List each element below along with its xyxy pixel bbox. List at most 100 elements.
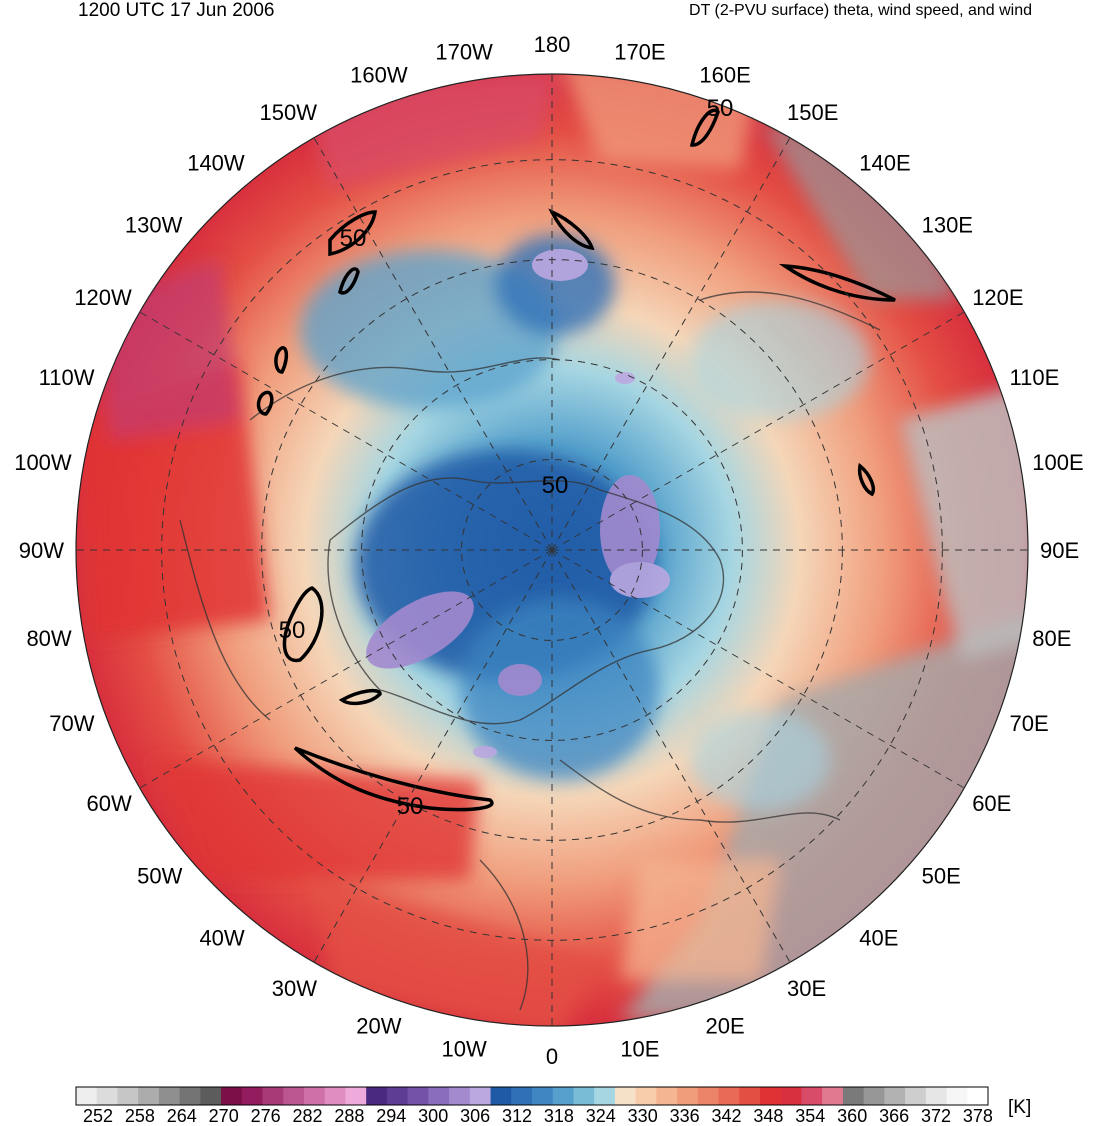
- colorbar-tick-label: 336: [670, 1106, 700, 1126]
- latitude-circle: [361, 359, 743, 741]
- longitude-label: 180: [534, 32, 571, 57]
- colorbar-swatch: [386, 1087, 409, 1105]
- longitude-label: 60E: [972, 791, 1011, 816]
- colorbar-tick-label: 282: [292, 1106, 322, 1126]
- colorbar-swatch: [884, 1087, 906, 1105]
- longitude-label: 80W: [26, 626, 71, 651]
- longitude-label: 120W: [74, 285, 132, 310]
- colorbar-swatch: [449, 1087, 471, 1105]
- contour-label: 50: [542, 472, 569, 499]
- longitude-label: 90W: [19, 538, 64, 563]
- colorbar-tick-label: 288: [334, 1106, 364, 1126]
- colorbar-swatch: [801, 1087, 823, 1105]
- latitude-circle: [461, 459, 643, 641]
- longitude-label: 10W: [441, 1036, 486, 1061]
- meridian-line: [551, 549, 791, 963]
- contour-labels: 50 50 50 50 50: [279, 95, 734, 820]
- meridian-line: [313, 549, 553, 963]
- longitude-label: 130E: [922, 213, 973, 238]
- colorbar-tick-label: 348: [753, 1106, 783, 1126]
- colorbar-swatch: [241, 1087, 263, 1105]
- colorbar-swatch: [532, 1087, 554, 1105]
- colorbar-swatch: [739, 1087, 761, 1105]
- colorbar-swatch: [573, 1087, 595, 1105]
- longitude-labels: 180 170E 160E 150E 140E 130E 120E 110E 100E 90E 80…: [14, 32, 1083, 1069]
- colorbar-tick-label: 354: [795, 1106, 825, 1126]
- colorbar-tick-label: 360: [837, 1106, 867, 1126]
- colorbar-swatch: [345, 1087, 367, 1105]
- longitude-label: 120E: [972, 285, 1023, 310]
- longitude-label: 150E: [787, 100, 838, 125]
- longitude-label: 90E: [1040, 538, 1079, 563]
- longitude-label: 160W: [350, 63, 408, 88]
- longitude-label: 110W: [39, 365, 95, 390]
- theta-colorbar: [75, 1086, 989, 1106]
- longitude-label: 30W: [272, 976, 317, 1001]
- longitude-label: 60W: [87, 791, 132, 816]
- colorbar-swatch: [511, 1087, 533, 1105]
- colorbar-tick-label: 330: [628, 1106, 658, 1126]
- colorbar-swatch: [842, 1087, 865, 1105]
- contour-label: 50: [279, 617, 306, 644]
- graticule: [76, 74, 1028, 1026]
- longitude-label: 170W: [435, 40, 493, 65]
- colorbar-swatch: [469, 1087, 491, 1105]
- longitude-label: 20W: [356, 1014, 401, 1039]
- colorbar-tick-label: 270: [209, 1106, 239, 1126]
- meridian-line: [551, 311, 965, 551]
- longitude-label: 80E: [1032, 626, 1071, 651]
- colorbar-swatch: [283, 1087, 305, 1105]
- colorbar-swatch: [366, 1087, 388, 1105]
- colorbar-swatch: [594, 1087, 616, 1105]
- colorbar-tick-label: 252: [83, 1106, 113, 1126]
- colorbar-frame: [75, 1086, 989, 1106]
- colorbar-tick-label: 306: [460, 1106, 490, 1126]
- colorbar-swatch: [614, 1087, 637, 1105]
- colorbar-swatch: [179, 1087, 201, 1105]
- colorbar-swatch: [925, 1087, 947, 1105]
- colorbar-swatch: [304, 1087, 326, 1105]
- longitude-label: 110E: [1010, 365, 1060, 390]
- longitude-label: 150W: [260, 100, 318, 125]
- colorbar-tick-label: 342: [711, 1106, 741, 1126]
- meridian-line: [139, 549, 553, 789]
- longitude-label: 20E: [706, 1014, 745, 1039]
- colorbar-swatch: [967, 1087, 989, 1105]
- longitude-label: 170E: [614, 40, 665, 65]
- map-boundary: [75, 73, 1029, 1027]
- meridian-line: [551, 549, 965, 789]
- theta-field: [76, 74, 1028, 1026]
- contour-label: 50: [397, 793, 424, 820]
- longitude-label: 100W: [14, 450, 72, 475]
- longitude-label: 160E: [699, 63, 750, 88]
- longitude-label: 70W: [49, 711, 94, 736]
- colorbar-swatch: [905, 1087, 927, 1105]
- colorbar-tick-label: 324: [586, 1106, 616, 1126]
- longitude-label: 140E: [859, 150, 910, 175]
- colorbar-swatch: [324, 1087, 346, 1105]
- longitude-label: 40W: [199, 926, 244, 951]
- longitude-label: 10E: [620, 1036, 659, 1061]
- colorbar-tick-label: 318: [544, 1106, 574, 1126]
- colorbar-swatch: [76, 1087, 98, 1105]
- longitude-label: 130W: [125, 213, 183, 238]
- colorbar-swatch: [221, 1087, 243, 1105]
- contour-label: 50: [707, 95, 734, 122]
- colorbar-swatch: [718, 1087, 740, 1105]
- colorbar-swatch: [200, 1087, 222, 1105]
- colorbar-tick-labels: 252 258 264 270 276 282 288 294 300 306 312 318 324 3…: [83, 1106, 993, 1126]
- colorbar-swatch: [697, 1087, 719, 1105]
- contour-label: 50: [340, 225, 367, 252]
- colorbar-swatch: [822, 1087, 844, 1105]
- colorbar-swatch: [760, 1087, 782, 1105]
- colorbar-swatch: [635, 1087, 657, 1105]
- colorbar-swatch: [407, 1087, 429, 1105]
- colorbar-swatch: [138, 1087, 160, 1105]
- meridian-line: [551, 137, 791, 551]
- colorbar-tick-label: 264: [167, 1106, 197, 1126]
- colorbar-swatch: [656, 1087, 678, 1105]
- colorbar-swatch: [946, 1087, 968, 1105]
- colorbar-swatch: [780, 1087, 802, 1105]
- colorbar-tick-label: 372: [921, 1106, 951, 1126]
